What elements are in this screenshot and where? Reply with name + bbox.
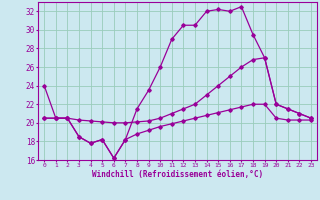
X-axis label: Windchill (Refroidissement éolien,°C): Windchill (Refroidissement éolien,°C) [92,170,263,179]
